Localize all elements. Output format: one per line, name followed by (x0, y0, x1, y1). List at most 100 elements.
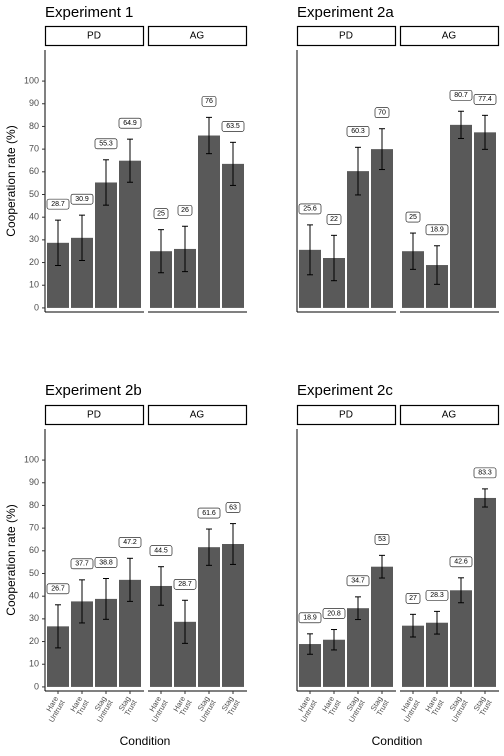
bar (402, 625, 424, 687)
y-tick-label: 10 (29, 280, 39, 290)
facet-strip (147, 404, 248, 426)
error-bar (458, 110, 464, 139)
x-tick-label: StagTrust (116, 694, 139, 718)
y-tick-label: 80 (29, 121, 39, 131)
x-tick-label: HareTrust (320, 694, 343, 718)
data-label: 77.4 (478, 96, 492, 103)
data-label: 25.6 (303, 206, 317, 213)
data-label: 27 (409, 595, 417, 602)
facet-strip (399, 25, 500, 47)
bar (198, 547, 220, 687)
bar (47, 242, 69, 308)
data-label-box (374, 107, 390, 119)
data-label-box (94, 138, 118, 150)
bar (71, 237, 93, 308)
error-bar (206, 116, 212, 155)
panel-title: Experiment 2a (297, 4, 394, 21)
y-tick-label: 70 (29, 144, 39, 154)
error-bar (331, 629, 337, 651)
bar (450, 124, 472, 308)
data-label: 22 (330, 216, 338, 223)
facet-label: PD (87, 31, 101, 42)
x-axis-label: Condition (120, 734, 171, 748)
error-bar (79, 214, 85, 262)
error-bar (410, 232, 416, 270)
y-tick-label: 0 (34, 302, 39, 312)
data-label-box (346, 575, 370, 587)
data-label-box (153, 208, 169, 219)
bar (150, 251, 172, 308)
y-tick-label: 90 (29, 98, 39, 108)
bar (299, 249, 321, 308)
facet-label: PD (339, 31, 353, 42)
data-label-box (173, 578, 197, 590)
data-label-box (46, 198, 70, 210)
data-label-box (473, 94, 497, 105)
data-label: 61.6 (202, 510, 216, 517)
data-label-box (70, 558, 94, 570)
data-label-box (94, 557, 118, 568)
data-label: 26 (181, 207, 189, 214)
bar (426, 265, 448, 308)
data-label: 30.9 (75, 196, 89, 203)
bar (119, 579, 141, 687)
error-bar (482, 488, 488, 508)
bar (299, 644, 321, 687)
error-bar (355, 146, 361, 196)
error-bar (410, 613, 416, 638)
bar (222, 163, 244, 308)
data-label-box (46, 583, 70, 595)
bar (323, 639, 345, 687)
y-tick-label: 100 (24, 454, 39, 464)
x-axis-label: Condition (372, 734, 423, 748)
data-label: 18.9 (430, 227, 444, 234)
facet-label: PD (87, 410, 101, 421)
x-tick-label: StagTrust (471, 694, 494, 718)
facet-strip (44, 404, 145, 426)
bar (119, 160, 141, 308)
bar (95, 598, 117, 687)
x-tick-label: HareTrust (423, 694, 446, 718)
error-bar (331, 234, 337, 282)
facet-strip (296, 25, 397, 47)
facet-strip (296, 404, 397, 426)
data-label: 83.3 (478, 470, 492, 477)
y-tick-label: 10 (29, 659, 39, 669)
y-tick-label: 0 (34, 681, 39, 691)
error-bar (182, 225, 188, 273)
data-label-box (322, 608, 346, 619)
y-axis-label: Cooperation rate (%) (4, 125, 18, 236)
facet-strip (147, 25, 248, 47)
data-label: 42.6 (454, 559, 468, 566)
data-label-box (298, 612, 322, 624)
data-label: 55.3 (99, 141, 113, 148)
bar (174, 248, 196, 308)
x-tick-label: StagUntrust (191, 694, 218, 724)
facet-strip (399, 404, 500, 426)
bar (47, 626, 69, 687)
data-label: 80.7 (454, 92, 468, 99)
facet-label: AG (190, 410, 205, 421)
y-tick-label: 50 (29, 189, 39, 199)
error-bar (434, 610, 440, 635)
data-label-box (405, 211, 421, 223)
data-label: 37.7 (75, 561, 89, 568)
data-label-box (449, 556, 473, 568)
bar (174, 621, 196, 687)
facet-strip (44, 25, 145, 47)
y-tick-label: 30 (29, 234, 39, 244)
error-bar (230, 141, 236, 186)
error-bar (482, 114, 488, 150)
facet-label: AG (442, 31, 457, 42)
facet-label: PD (339, 410, 353, 421)
x-tick-label: StagUntrust (340, 694, 367, 724)
data-label: 64.9 (123, 120, 137, 127)
error-bar (206, 528, 212, 566)
data-label: 20.8 (327, 610, 341, 617)
data-label: 25 (157, 211, 165, 218)
bar (323, 258, 345, 308)
bar (71, 601, 93, 687)
y-tick-label: 90 (29, 477, 39, 487)
error-bar (307, 633, 313, 655)
data-label: 53 (378, 536, 386, 543)
